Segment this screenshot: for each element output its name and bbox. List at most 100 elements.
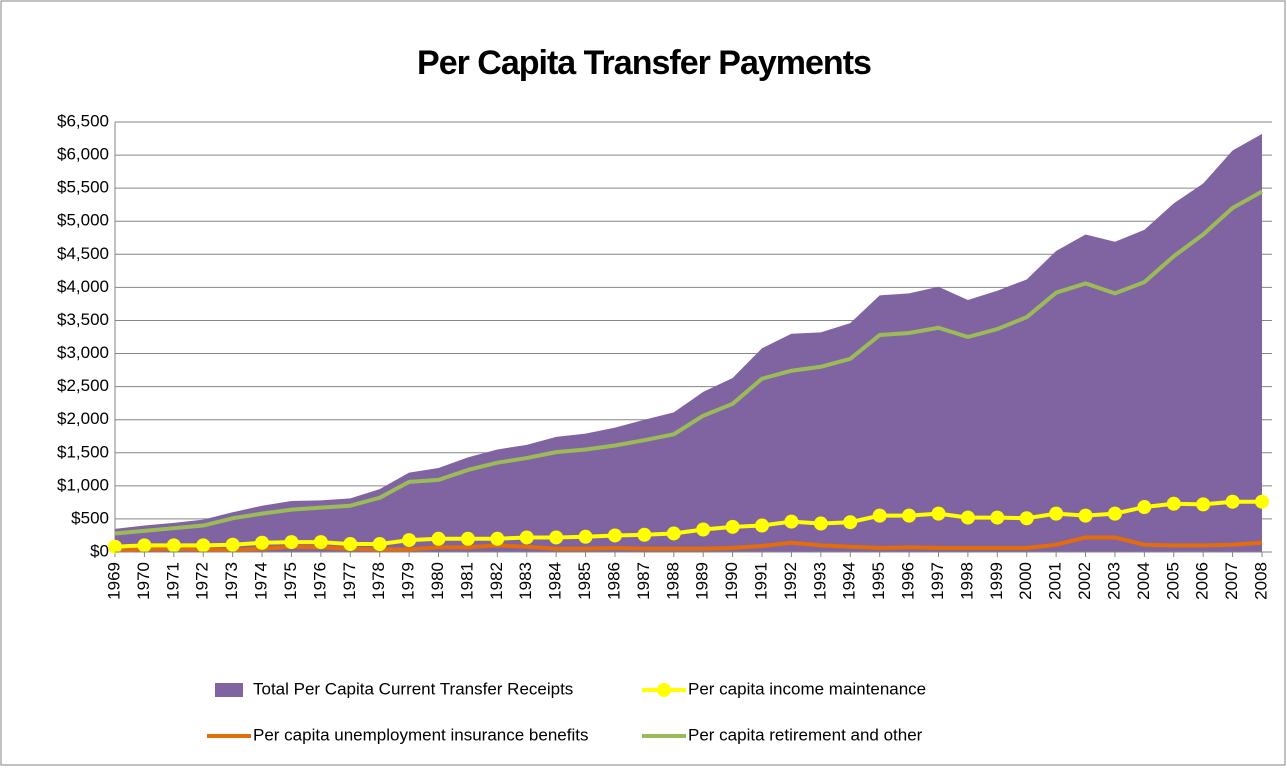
- marker: [902, 508, 917, 523]
- marker: [725, 519, 740, 534]
- y-tick-label: $3,000: [57, 343, 109, 362]
- x-tick-label: 1993: [810, 562, 829, 600]
- marker: [1255, 494, 1269, 509]
- legend-label: Total Per Capita Current Transfer Receip…: [253, 679, 573, 698]
- line: [114, 189, 1263, 536]
- chart-title: Per Capita Transfer Payments: [417, 44, 871, 82]
- x-tick-label: 1973: [222, 562, 241, 600]
- marker: [460, 531, 475, 546]
- marker: [284, 535, 299, 550]
- marker: [666, 526, 681, 541]
- x-tick-label: 1981: [457, 562, 476, 600]
- marker: [490, 531, 505, 546]
- legend-marker: [657, 683, 671, 697]
- x-tick-label: 1999: [987, 562, 1006, 600]
- marker: [578, 529, 593, 544]
- x-tick-label: 1990: [722, 562, 741, 600]
- marker: [1107, 506, 1122, 521]
- y-tick-label: $1,500: [57, 442, 109, 461]
- marker: [1166, 496, 1181, 511]
- x-tick-label: 1979: [399, 562, 418, 600]
- marker: [607, 528, 622, 543]
- marker: [755, 518, 770, 533]
- marker: [813, 516, 828, 531]
- x-tick-label: 1984: [546, 562, 565, 600]
- x-tick-label: 1982: [487, 562, 506, 600]
- y-tick-label: $4,000: [57, 277, 109, 296]
- y-tick-label: $500: [71, 508, 109, 527]
- marker: [372, 537, 387, 552]
- marker: [637, 527, 652, 542]
- marker: [784, 514, 799, 529]
- x-tick-label: 1986: [604, 562, 623, 600]
- x-tick-label: 1971: [163, 562, 182, 600]
- marker: [990, 510, 1005, 525]
- x-tick-label: 2001: [1046, 562, 1065, 600]
- x-tick-label: 1994: [840, 562, 859, 600]
- legend-label: Per capita retirement and other: [688, 725, 923, 744]
- y-tick-label: $5,500: [57, 178, 109, 197]
- marker: [225, 537, 240, 552]
- x-tick-label: 2003: [1104, 562, 1123, 600]
- y-tick-label: $5,000: [57, 211, 109, 230]
- x-tick-label: 1995: [869, 562, 888, 600]
- marker: [1225, 494, 1240, 509]
- x-tick-label: 1992: [781, 562, 800, 600]
- x-tick-label: 1974: [252, 562, 271, 600]
- y-tick-label: $6,000: [57, 145, 109, 164]
- x-tick-label: 2005: [1163, 562, 1182, 600]
- x-tick-label: 2000: [1016, 562, 1035, 600]
- marker: [1019, 511, 1034, 526]
- marker: [549, 530, 564, 545]
- x-tick-label: 1998: [957, 562, 976, 600]
- x-tick-label: 2004: [1134, 562, 1153, 600]
- marker: [1078, 508, 1093, 523]
- area: [115, 133, 1262, 552]
- x-tick-label: 1991: [752, 562, 771, 600]
- marker: [872, 508, 887, 523]
- x-tick-label: 2007: [1222, 562, 1241, 600]
- x-tick-label: 2006: [1193, 562, 1212, 600]
- line: [114, 535, 1263, 553]
- marker: [1137, 500, 1152, 515]
- x-tick-label: 1978: [369, 562, 388, 600]
- line: [114, 499, 1262, 549]
- x-tick-label: 1975: [281, 562, 300, 600]
- marker: [931, 506, 946, 521]
- y-tick-label: $4,500: [57, 244, 109, 263]
- y-tick-label: $3,500: [57, 310, 109, 329]
- x-tick-label: 1969: [104, 562, 123, 600]
- x-tick-label: 1989: [693, 562, 712, 600]
- x-tick-label: 1970: [134, 562, 153, 600]
- x-tick-label: 1985: [575, 562, 594, 600]
- x-tick-label: 1983: [516, 562, 535, 600]
- marker: [196, 538, 211, 553]
- y-tick-label: $1,000: [57, 475, 109, 494]
- x-tick-label: 2002: [1075, 562, 1094, 600]
- legend-swatch: [215, 683, 243, 697]
- marker: [431, 531, 446, 546]
- marker: [343, 537, 358, 552]
- marker: [519, 530, 534, 545]
- x-tick-label: 1997: [928, 562, 947, 600]
- x-tick-label: 2008: [1251, 562, 1270, 600]
- marker: [696, 522, 711, 537]
- marker: [843, 515, 858, 530]
- marker: [313, 535, 328, 550]
- marker: [1196, 497, 1211, 512]
- x-tick-label: 1972: [193, 562, 212, 600]
- marker: [166, 538, 181, 553]
- marker: [137, 538, 152, 553]
- marker: [402, 533, 417, 548]
- marker: [255, 535, 270, 550]
- y-tick-label: $0: [90, 541, 109, 560]
- legend-label: Per capita unemployment insurance benefi…: [253, 725, 588, 744]
- x-tick-label: 1976: [310, 562, 329, 600]
- y-tick-label: $2,500: [57, 376, 109, 395]
- legend-label: Per capita income maintenance: [688, 679, 926, 698]
- x-tick-label: 1980: [428, 562, 447, 600]
- marker: [108, 539, 122, 554]
- x-tick-label: 1988: [663, 562, 682, 600]
